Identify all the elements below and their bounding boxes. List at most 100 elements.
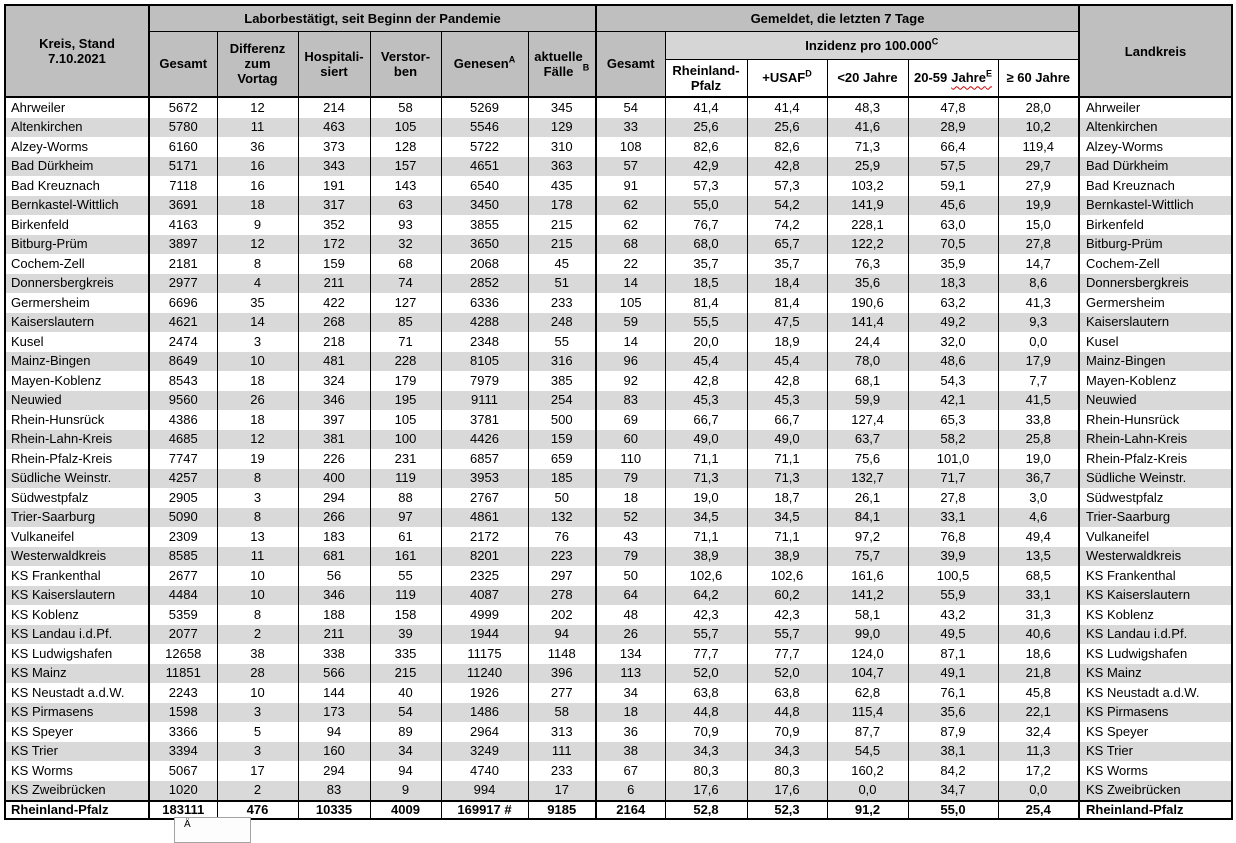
cell-value: 36 xyxy=(216,137,298,157)
cell-value: 0,0 xyxy=(997,780,1079,801)
cell-kreis-name: Kusel xyxy=(4,332,149,352)
cell-value: 15,0 xyxy=(997,215,1079,235)
cell-value: 141,9 xyxy=(826,195,908,215)
cell-value: 294 xyxy=(297,488,370,508)
cell-value: 3 xyxy=(216,488,298,508)
landkreis-column-header: Landkreis xyxy=(1078,5,1232,98)
cell-kreis-name: Birkenfeld xyxy=(4,215,149,235)
cell-value: 2474 xyxy=(148,332,217,352)
cell-value: 373 xyxy=(297,137,370,157)
cell-value: 51 xyxy=(527,273,596,293)
cell-value: 32,4 xyxy=(997,722,1079,742)
cell-value: 76 xyxy=(527,527,596,547)
table-row: Kusel 2474 3 218 71 2348 55 14 20,0 18,9 24,4 32,0 0… xyxy=(4,332,1232,352)
cell-value: 59,9 xyxy=(826,390,908,410)
table-row: Bad Kreuznach 7118 16 191 143 6540 435 91 57,3 57… xyxy=(4,176,1232,196)
cell-value: 2977 xyxy=(148,273,217,293)
cell-value: 8543 xyxy=(148,371,217,391)
cell-value: 32,0 xyxy=(907,332,998,352)
table-row: Südliche Weinstr. 4257 8 400 119 3953 185 79 71,… xyxy=(4,468,1232,488)
cell-value: 294 xyxy=(297,761,370,781)
cell-value: 5067 xyxy=(148,761,217,781)
cell-value: 102,6 xyxy=(664,566,747,586)
cell-value: 69 xyxy=(595,410,665,430)
cell-value: 41,6 xyxy=(826,117,908,137)
cell-value: 18 xyxy=(595,488,665,508)
cell-value: 12 xyxy=(216,429,298,449)
table-row: KS Kaiserslautern 4484 10 346 119 4087 278 64 64… xyxy=(4,585,1232,605)
cell-value: 5672 xyxy=(148,96,217,118)
cell-value: 277 xyxy=(527,683,596,703)
cell-value: 45,3 xyxy=(664,390,747,410)
cell-value: 19,0 xyxy=(664,488,747,508)
cell-value: 22,1 xyxy=(997,702,1079,722)
cell-value: 40 xyxy=(369,683,441,703)
cell-value: 179 xyxy=(369,371,441,391)
cell-value: 2243 xyxy=(148,683,217,703)
cell-value: 45,4 xyxy=(746,351,827,371)
cell-value: 14 xyxy=(595,332,665,352)
cell-value: 173 xyxy=(297,702,370,722)
cell-value: 42,8 xyxy=(746,371,827,391)
cell-value: 41,5 xyxy=(997,390,1079,410)
cell-value: 381 xyxy=(297,429,370,449)
cell-value: 71 xyxy=(369,332,441,352)
cell-value: 55,0 xyxy=(907,800,998,819)
cell-value: 994 xyxy=(440,780,528,801)
table-row: KS Neustadt a.d.W. 2243 10 144 40 1926 277 34 63… xyxy=(4,683,1232,703)
cell-value: 476 xyxy=(216,800,298,819)
cell-value: 28,9 xyxy=(907,117,998,137)
cell-value: 223 xyxy=(527,546,596,566)
table-row: KS Pirmasens 1598 3 173 54 1486 58 18 44,8 44,8 11… xyxy=(4,702,1232,722)
cell-value: 313 xyxy=(527,722,596,742)
cell-landkreis-name: Westerwaldkreis xyxy=(1078,546,1232,566)
cell-value: 70,9 xyxy=(664,722,747,742)
cell-value: 62 xyxy=(595,195,665,215)
cell-value: 56 xyxy=(297,566,370,586)
cell-landkreis-name: KS Pirmasens xyxy=(1078,702,1232,722)
cell-value: 36 xyxy=(595,722,665,742)
cell-value: 3 xyxy=(216,332,298,352)
cell-value: 45,4 xyxy=(664,351,747,371)
cell-value: 84,1 xyxy=(826,507,908,527)
cell-value: 83 xyxy=(595,390,665,410)
table-row: KS Mainz 11851 28 566 215 11240 396 113 52,0 52,0… xyxy=(4,663,1232,683)
cell-kreis-name: Bad Kreuznach xyxy=(4,176,149,196)
cell-value: 29,7 xyxy=(997,156,1079,176)
cell-landkreis-name: Rheinland-Pfalz xyxy=(1078,800,1232,819)
cell-value: 1944 xyxy=(440,624,528,644)
cell-value: 2164 xyxy=(595,800,665,819)
cell-value: 2905 xyxy=(148,488,217,508)
group-header-gemeldet-7-tage: Gemeldet, die letzten 7 Tage xyxy=(595,5,1079,32)
cell-value: 4651 xyxy=(440,156,528,176)
cell-value: 35,7 xyxy=(746,254,827,274)
cell-value: 64 xyxy=(595,585,665,605)
cell-value: 65,7 xyxy=(746,234,827,254)
cell-value: 63,8 xyxy=(746,683,827,703)
cell-value: 3781 xyxy=(440,410,528,430)
cell-value: 35,6 xyxy=(826,273,908,293)
cell-landkreis-name: Bad Dürkheim xyxy=(1078,156,1232,176)
header-row-groups: Kreis, Stand 7.10.2021 Laborbestätigt, s… xyxy=(4,5,1232,98)
cell-value: 3 xyxy=(216,741,298,761)
cell-value: 54 xyxy=(595,96,665,118)
cell-value: 42,9 xyxy=(664,156,747,176)
col-header-verstorben: Verstor- ben xyxy=(369,31,441,98)
cell-value: 105 xyxy=(369,410,441,430)
cell-kreis-name: Bernkastel-Wittlich xyxy=(4,195,149,215)
cell-value: 248 xyxy=(527,312,596,332)
cell-value: 38 xyxy=(216,644,298,664)
cell-value: 96 xyxy=(595,351,665,371)
cell-value: 100,5 xyxy=(907,566,998,586)
cell-value: 42,3 xyxy=(664,605,747,625)
cell-value: 60 xyxy=(595,429,665,449)
cell-landkreis-name: Rhein-Pfalz-Kreis xyxy=(1078,449,1232,469)
cell-value: 58,2 xyxy=(907,429,998,449)
cell-value: 34,3 xyxy=(664,741,747,761)
cell-value: 45,8 xyxy=(997,683,1079,703)
cell-kreis-name: KS Worms xyxy=(4,761,149,781)
cell-value: 77,7 xyxy=(664,644,747,664)
cell-value: 128 xyxy=(369,137,441,157)
cell-value: 6696 xyxy=(148,293,217,313)
cell-value: 566 xyxy=(297,663,370,683)
